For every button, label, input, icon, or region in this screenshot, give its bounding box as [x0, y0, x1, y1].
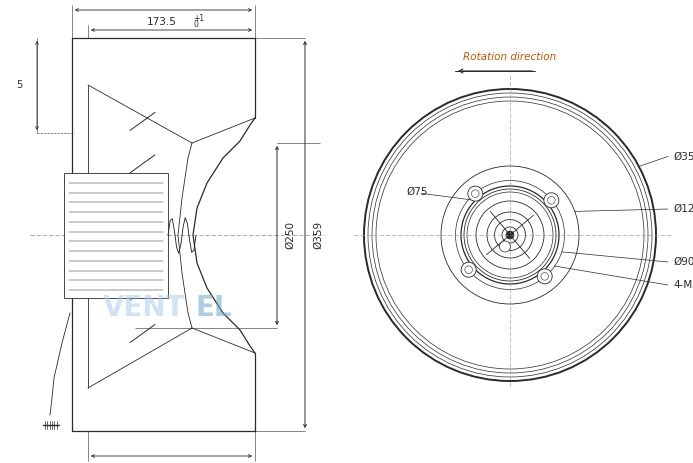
Text: 4-M6: 4-M6: [673, 280, 693, 290]
Circle shape: [500, 241, 511, 252]
Text: 0: 0: [193, 20, 198, 29]
Text: Ø75: Ø75: [406, 186, 428, 196]
Text: Ø90: Ø90: [673, 257, 693, 267]
Circle shape: [541, 273, 549, 280]
Text: 195±2: 195±2: [146, 0, 181, 2]
Circle shape: [461, 262, 476, 277]
Circle shape: [544, 193, 559, 208]
Text: 5: 5: [16, 81, 22, 90]
Text: Ø359: Ø359: [313, 221, 323, 249]
Text: VENT: VENT: [103, 294, 185, 322]
Text: 173.5: 173.5: [146, 17, 177, 27]
Text: Ø250: Ø250: [285, 221, 295, 249]
Bar: [64, 173, 168, 298]
Circle shape: [506, 231, 514, 239]
Text: +1: +1: [193, 14, 204, 23]
Text: Ø120: Ø120: [673, 204, 693, 214]
Circle shape: [537, 269, 552, 284]
Circle shape: [468, 186, 483, 201]
Circle shape: [471, 190, 479, 197]
Text: Rotation direction: Rotation direction: [464, 52, 556, 62]
Text: EL: EL: [195, 294, 231, 322]
Circle shape: [465, 266, 473, 274]
Circle shape: [547, 196, 555, 204]
Text: Ø359: Ø359: [673, 151, 693, 162]
